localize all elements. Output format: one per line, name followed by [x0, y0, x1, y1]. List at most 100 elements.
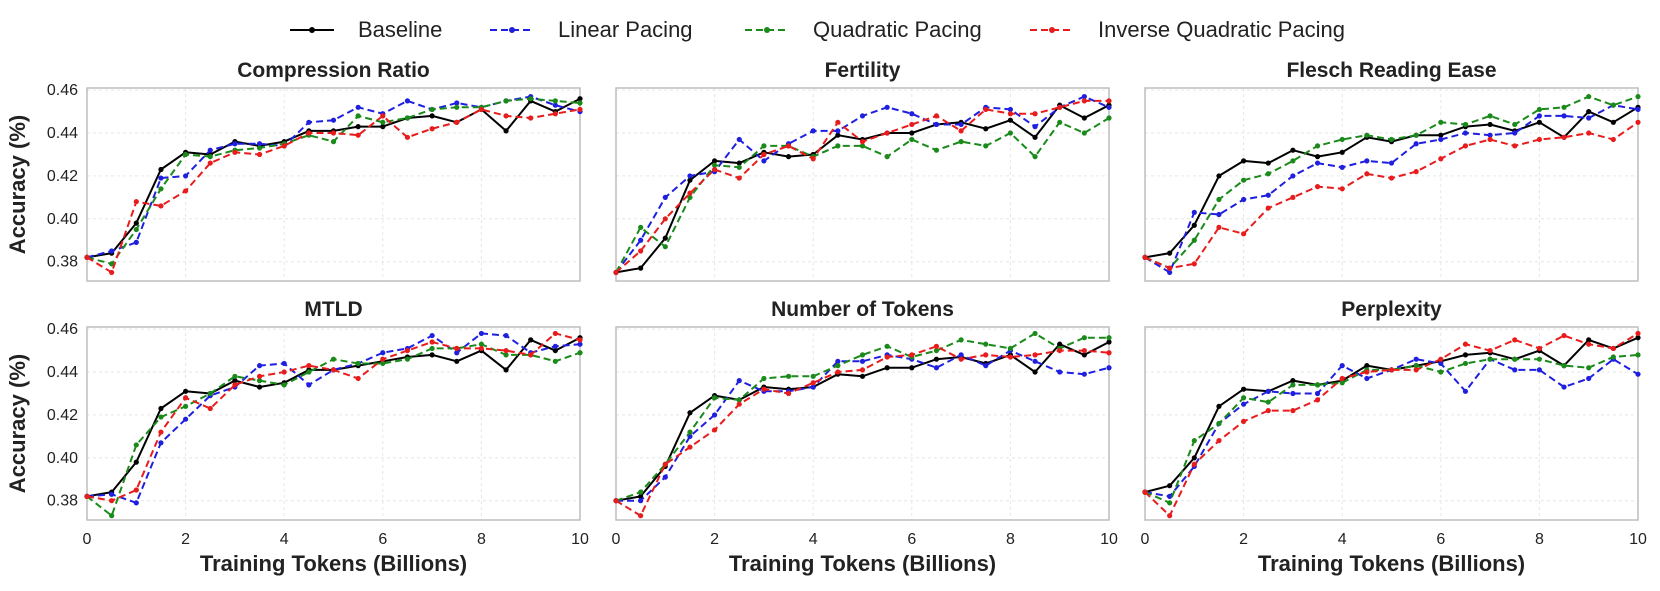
data-point: [404, 98, 411, 104]
data-point: [983, 106, 989, 113]
data-point: [281, 369, 287, 375]
data-point: [380, 356, 386, 362]
data-point: [528, 337, 534, 343]
panel-number-of-tokens: Number of Tokens 0 2 4 6 8 10 Training Tokens (…: [612, 298, 1118, 576]
data-point: [1290, 173, 1296, 179]
data-point: [1216, 403, 1222, 409]
data-point: [785, 154, 792, 160]
data-point: [662, 244, 668, 250]
data-point: [1512, 356, 1518, 362]
x-tick-label: 0: [83, 531, 92, 548]
data-point: [1388, 175, 1395, 181]
data-point: [158, 186, 164, 192]
data-point: [662, 461, 668, 467]
data-point: [958, 356, 964, 362]
data-point: [638, 248, 644, 254]
data-point: [1610, 354, 1616, 360]
y-tick-label: 0.40: [47, 211, 78, 228]
data-point: [1290, 382, 1296, 388]
y-tick-label: 0.40: [47, 450, 78, 467]
data-point: [662, 216, 668, 222]
y-tick-label: 0.38: [47, 254, 78, 271]
panel-title: Number of Tokens: [771, 298, 954, 321]
data-point: [207, 154, 213, 160]
data-point: [133, 239, 139, 245]
data-point: [1081, 130, 1087, 136]
data-point: [1191, 222, 1197, 228]
data-point: [1462, 341, 1469, 347]
data-point: [404, 134, 411, 140]
panel-title: Fertility: [825, 59, 901, 82]
data-point: [1106, 350, 1112, 356]
data-point: [1314, 390, 1321, 397]
data-point: [1241, 418, 1247, 424]
data-point: [1339, 149, 1345, 155]
data-point: [577, 350, 583, 356]
data-point: [736, 160, 742, 166]
data-point: [1635, 371, 1641, 377]
data-point: [859, 143, 866, 149]
panel-title: Perplexity: [1341, 298, 1442, 321]
data-point: [1413, 356, 1419, 362]
data-point: [281, 382, 287, 388]
data-point: [380, 350, 386, 356]
data-point: [1081, 335, 1087, 341]
data-point: [158, 175, 164, 181]
data-point: [761, 143, 767, 149]
data-point: [1007, 106, 1014, 113]
data-point: [1314, 382, 1321, 388]
series-line: [615, 332, 1109, 502]
data-point: [662, 194, 668, 200]
data-point: [983, 363, 989, 369]
data-point: [183, 151, 189, 158]
data-point: [429, 106, 435, 113]
data-point: [256, 141, 263, 147]
data-point: [1032, 352, 1038, 358]
data-point: [884, 354, 890, 360]
series-quadratic-pacing: [613, 115, 1112, 276]
data-point: [207, 405, 213, 412]
data-point: [761, 151, 767, 158]
data-point: [662, 474, 668, 480]
data-point: [1290, 194, 1296, 200]
data-point: [785, 390, 792, 397]
series-line: [615, 104, 1110, 274]
data-point: [1241, 177, 1247, 183]
data-point: [380, 113, 386, 119]
data-point: [330, 130, 337, 136]
data-point: [613, 498, 619, 504]
data-point: [1081, 352, 1087, 358]
data-point: [1057, 347, 1063, 354]
data-point: [380, 124, 386, 130]
data-point: [256, 151, 263, 158]
data-point: [1586, 108, 1592, 115]
data-point: [1290, 390, 1296, 397]
data-point: [1339, 363, 1345, 369]
data-point: [404, 347, 411, 354]
legend-marker: [309, 27, 315, 33]
data-point: [687, 410, 693, 416]
data-point: [712, 412, 718, 418]
data-point: [1265, 205, 1271, 211]
data-point: [958, 352, 964, 358]
data-point: [933, 347, 940, 354]
data-point: [1265, 408, 1271, 414]
data-point: [1057, 119, 1063, 125]
data-point: [1561, 332, 1567, 339]
data-point: [1388, 136, 1395, 143]
data-point: [256, 378, 263, 384]
data-point: [1290, 378, 1296, 384]
data-point: [1610, 119, 1616, 125]
data-point: [577, 96, 583, 102]
data-point: [983, 352, 989, 358]
data-point: [232, 378, 238, 384]
series-line: [615, 95, 1110, 274]
data-point: [1536, 345, 1542, 352]
data-point: [1438, 369, 1444, 375]
data-point: [736, 378, 742, 384]
data-point: [1635, 106, 1641, 113]
data-point: [183, 388, 189, 394]
data-point: [761, 386, 767, 392]
data-point: [528, 352, 534, 358]
